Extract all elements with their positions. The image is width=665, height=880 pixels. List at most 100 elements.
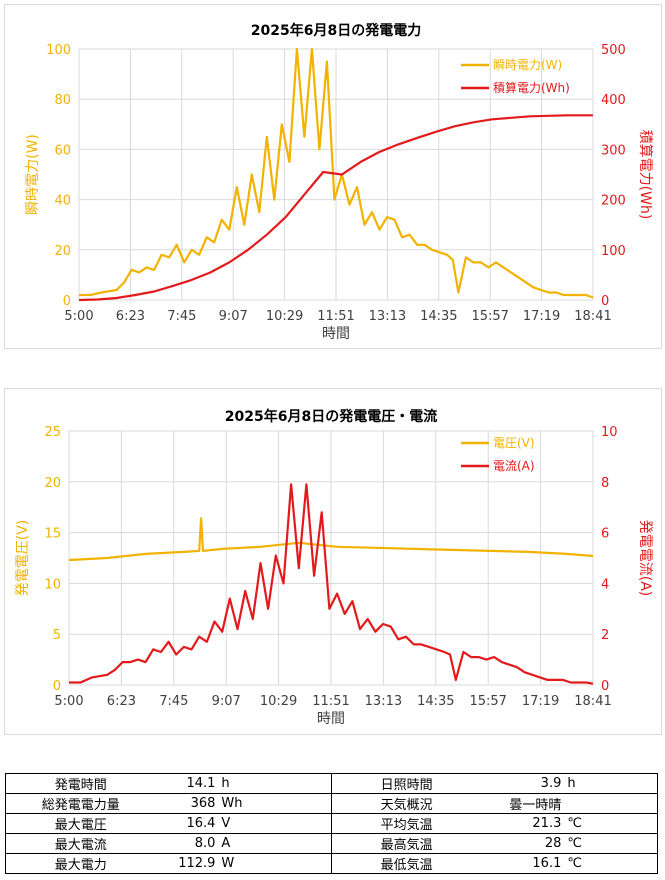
y-tick-label-right: 500: [601, 43, 626, 58]
summary-value: 28 ℃: [481, 833, 658, 854]
y-tick-label-left: 100: [46, 43, 71, 58]
y-tick-label-right: 4: [601, 577, 609, 592]
summary-value: 3.9 h: [481, 773, 658, 794]
y-tick-label-right: 6: [601, 527, 609, 542]
summary-value: 14.1 h: [155, 773, 332, 794]
x-tick-label: 6:23: [116, 309, 145, 324]
summary-label: 天気概況: [331, 793, 482, 814]
summary-label-text: 天気概況: [380, 798, 433, 813]
y-axis-label-left: 発電電圧(V): [15, 520, 31, 597]
summary-label: 最大電流: [5, 833, 156, 854]
summary-label: 総発電電力量: [5, 793, 156, 814]
plot-area: [68, 430, 594, 686]
summary-label: 最大電圧: [5, 813, 156, 834]
summary-value-number: 112.9: [178, 856, 216, 871]
summary-value-number: 28: [544, 836, 562, 851]
summary-row: 最大電力 112.9 W 最低気温 16.1 ℃: [5, 853, 658, 874]
chart-title: 2025年6月8日の発電電圧・電流: [225, 408, 437, 425]
summary-value-unit: ℃: [567, 836, 582, 851]
summary-label-text: 総発電電力量: [41, 798, 120, 813]
power-chart-panel: 2025年6月8日の発電電力 0 0 20 100 40 200 60 300 80 400 100 5…: [4, 4, 662, 349]
x-axis-label: 時間: [322, 326, 350, 342]
x-tick-label: 18:41: [574, 309, 611, 324]
summary-value-number: 16.1: [532, 856, 562, 871]
x-tick-label: 5:00: [54, 694, 83, 709]
y-tick-label-left: 25: [44, 425, 61, 440]
power-chart: 2025年6月8日の発電電力 0 0 20 100 40 200 60 300 80 400 100 5…: [25, 22, 653, 342]
summary-label: 発電時間: [5, 773, 156, 794]
y-tick-label-left: 20: [44, 476, 61, 491]
x-tick-label: 10:29: [266, 309, 303, 324]
x-tick-label: 17:19: [523, 309, 560, 324]
x-tick-label: 17:19: [522, 694, 559, 709]
summary-label: 日照時間: [331, 773, 482, 794]
y-tick-label-right: 10: [601, 425, 618, 440]
y-tick-label-left: 0: [63, 294, 71, 309]
summary-value: 8.0 A: [155, 833, 332, 854]
x-tick-label: 15:57: [471, 309, 508, 324]
x-tick-label: 18:41: [574, 694, 611, 709]
summary-value: 16.1 ℃: [481, 853, 658, 874]
voltage-current-chart-panel: 2025年6月8日の発電電圧・電流 0 0 5 2 10 4 15 6 20 8 25 10 5:00 6:…: [4, 388, 662, 735]
x-tick-label: 10:29: [260, 694, 297, 709]
x-tick-label: 13:13: [365, 694, 402, 709]
summary-value-unit: h: [567, 776, 576, 791]
y-tick-label-left: 20: [54, 244, 71, 259]
y-axis-label-right: 積算電力(Wh): [637, 130, 653, 220]
summary-value-unit: ℃: [567, 816, 582, 831]
summary-value-number: 曇一時晴: [509, 798, 562, 813]
series-line: [79, 47, 594, 299]
summary-label-text: 発電時間: [54, 778, 107, 793]
summary-value: 曇一時晴: [481, 793, 658, 814]
x-tick-label: 11:51: [317, 309, 354, 324]
summary-label: 最低気温: [331, 853, 482, 874]
summary-value: 21.3 ℃: [481, 813, 658, 834]
legend-label: 瞬時電力(W): [493, 58, 562, 72]
y-tick-label-left: 5: [53, 628, 61, 643]
x-tick-label: 5:00: [64, 309, 93, 324]
summary-label: 平均気温: [331, 813, 482, 834]
y-tick-label-left: 0: [53, 679, 61, 694]
summary-value-number: 368: [190, 796, 216, 811]
summary-value-number: 14.1: [186, 776, 216, 791]
series-line: [78, 114, 593, 302]
y-tick-label-right: 100: [601, 244, 626, 259]
summary-label-text: 最大電力: [54, 858, 107, 873]
x-tick-label: 11:51: [312, 694, 349, 709]
summary-table: 発電時間 14.1 h 日照時間 3.9 h 総発電電力量 368 Wh 天気概況 曇一時晴 最大電圧…: [5, 773, 658, 874]
summary-value: 368 Wh: [155, 793, 332, 814]
x-axis-label: 時間: [317, 711, 345, 727]
summary-value-number: 8.0: [194, 836, 216, 851]
chart-title: 2025年6月8日の発電電力: [251, 22, 421, 39]
y-tick-label-right: 0: [601, 679, 609, 694]
x-tick-label: 15:57: [469, 694, 506, 709]
y-tick-label-right: 8: [601, 476, 609, 491]
y-axis-label-left: 瞬時電力(W): [25, 134, 41, 215]
y-tick-label-left: 15: [44, 527, 61, 542]
legend-label: 積算電力(Wh): [493, 80, 570, 95]
summary-value-number: 16.4: [186, 816, 216, 831]
summary-value-unit: W: [221, 856, 235, 871]
y-tick-label-right: 300: [601, 143, 626, 158]
y-tick-label-left: 40: [54, 194, 71, 209]
voltage-current-chart: 2025年6月8日の発電電圧・電流 0 0 5 2 10 4 15 6 20 8 25 10 5:00 6:…: [15, 408, 653, 727]
summary-value: 112.9 W: [155, 853, 332, 874]
summary-value-unit: Wh: [221, 796, 243, 811]
summary-label-text: 平均気温: [380, 818, 433, 833]
summary-label-text: 最低気温: [380, 858, 433, 873]
summary-value-number: 3.9: [540, 776, 562, 791]
series-line: [69, 483, 594, 685]
summary-label-text: 最高気温: [380, 838, 433, 853]
y-tick-label-left: 10: [44, 577, 61, 592]
x-tick-label: 13:13: [369, 309, 406, 324]
y-tick-label-left: 80: [54, 93, 71, 108]
summary-label-text: 日照時間: [380, 778, 433, 793]
legend-label: 電流(A): [493, 459, 535, 473]
summary-value-number: 21.3: [532, 816, 562, 831]
y-axis-label-right: 発電電流(A): [637, 520, 653, 597]
summary-label-text: 最大電流: [54, 838, 107, 853]
summary-label-text: 最大電圧: [54, 818, 107, 833]
x-tick-label: 6:23: [107, 694, 136, 709]
summary-value: 16.4 V: [155, 813, 332, 834]
series-line: [68, 517, 593, 562]
